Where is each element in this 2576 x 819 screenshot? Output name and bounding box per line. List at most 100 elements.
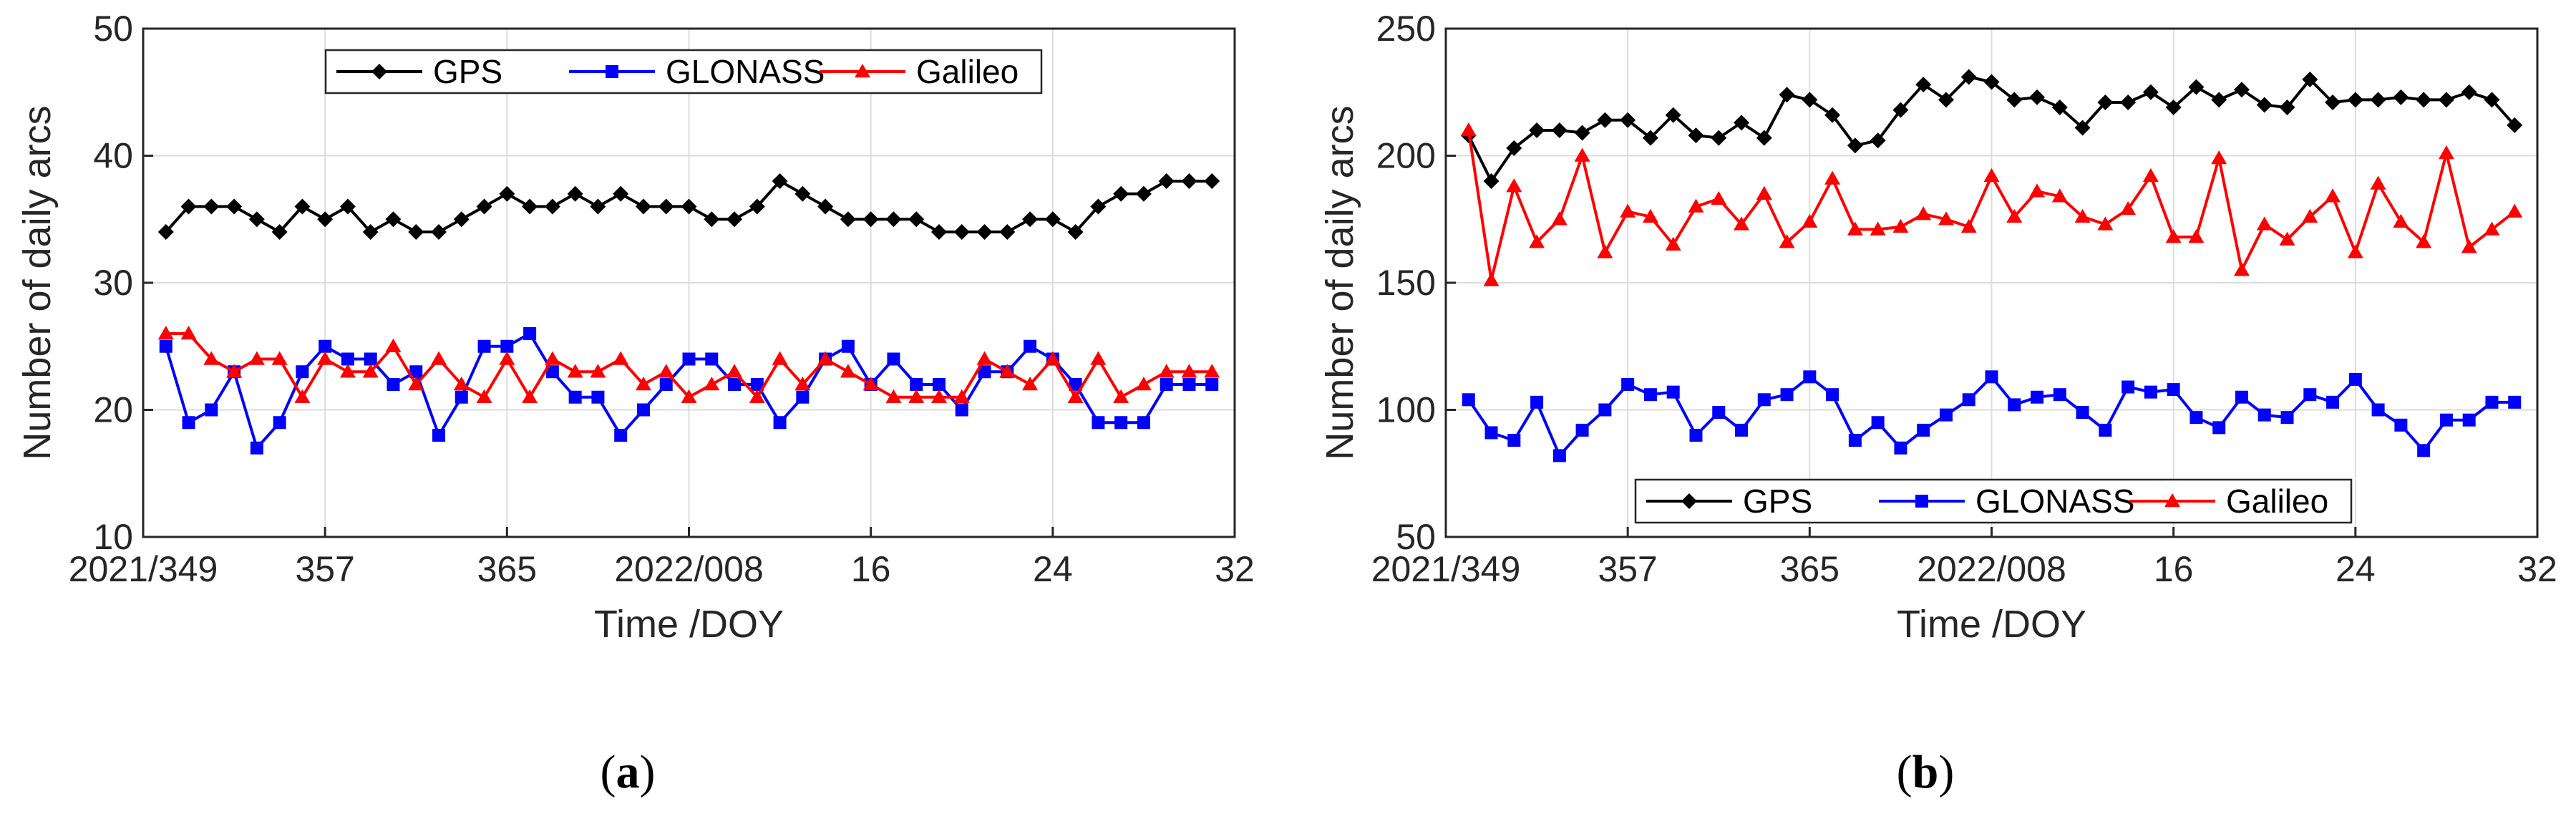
legend-marker-gps bbox=[371, 64, 387, 79]
data-point-galileo bbox=[1870, 221, 1886, 236]
data-point-galileo bbox=[1551, 211, 1568, 226]
data-point-glonass bbox=[387, 378, 400, 391]
data-point-glonass bbox=[1069, 378, 1082, 391]
data-point-gps bbox=[408, 224, 424, 240]
data-point-glonass bbox=[1182, 378, 1196, 391]
data-point-gps bbox=[385, 211, 402, 228]
data-point-galileo bbox=[1574, 147, 1590, 162]
data-point-gps bbox=[2438, 92, 2454, 108]
y-tick-label: 20 bbox=[93, 390, 133, 430]
panel-label-a-letter: a bbox=[616, 746, 640, 798]
data-point-glonass bbox=[1757, 393, 1771, 407]
data-point-glonass bbox=[273, 416, 286, 430]
data-point-gps bbox=[499, 185, 515, 202]
data-point-gps bbox=[317, 211, 334, 228]
data-point-gps bbox=[203, 198, 220, 215]
data-point-galileo bbox=[999, 364, 1016, 378]
data-point-galileo bbox=[1529, 234, 1545, 248]
data-point-glonass bbox=[1826, 388, 1839, 402]
data-point-galileo bbox=[1688, 198, 1704, 213]
data-point-glonass bbox=[1803, 370, 1817, 384]
data-point-gps bbox=[2051, 100, 2068, 116]
data-point-glonass bbox=[728, 378, 742, 391]
data-point-gps bbox=[1204, 173, 1220, 189]
data-point-glonass bbox=[1689, 429, 1703, 442]
x-tick-label: 357 bbox=[1598, 549, 1657, 589]
data-point-galileo bbox=[590, 364, 606, 378]
data-point-galileo bbox=[2142, 168, 2159, 183]
data-point-gps bbox=[522, 198, 538, 215]
data-point-glonass bbox=[614, 429, 628, 442]
data-point-gps bbox=[2484, 92, 2500, 108]
panel-label-b-letter: b bbox=[1912, 746, 1939, 798]
data-point-glonass bbox=[2076, 406, 2089, 420]
data-point-gps bbox=[2370, 92, 2386, 108]
data-point-gps bbox=[362, 224, 379, 240]
x-tick-label: 2021/349 bbox=[1371, 549, 1521, 589]
chart-panel-a: 2021/349 357 365 2022/008 16 24 32 10 20 30 40 50 T… bbox=[16, 9, 1255, 798]
data-point-galileo bbox=[453, 377, 470, 391]
data-point-galileo bbox=[704, 377, 720, 391]
data-point-galileo bbox=[794, 377, 811, 391]
x-tick-label: 2021/349 bbox=[69, 549, 218, 589]
data-point-glonass bbox=[1137, 416, 1150, 430]
data-point-glonass bbox=[2144, 385, 2157, 399]
data-point-gps bbox=[2393, 89, 2409, 105]
legend-marker-gps bbox=[1681, 493, 1697, 509]
data-point-galileo bbox=[2393, 213, 2409, 228]
data-point-glonass bbox=[1643, 388, 1657, 402]
data-point-gps bbox=[1551, 122, 1568, 138]
data-point-glonass bbox=[2008, 398, 2021, 412]
data-point-gps bbox=[681, 198, 697, 215]
data-point-glonass bbox=[2053, 388, 2066, 402]
data-point-gps bbox=[908, 211, 925, 228]
data-point-gps bbox=[794, 185, 811, 202]
data-point-gps bbox=[1938, 92, 1954, 108]
data-point-glonass bbox=[500, 339, 514, 353]
legend-entry-gps: GPS bbox=[1646, 483, 1812, 520]
data-point-glonass bbox=[1735, 423, 1749, 437]
data-point-galileo bbox=[544, 351, 560, 365]
legend-marker-glonass bbox=[606, 65, 618, 78]
legend-label-galileo: Galileo bbox=[916, 53, 1019, 90]
data-point-gps bbox=[1711, 130, 1727, 146]
data-point-gps bbox=[749, 198, 765, 215]
data-point-galileo bbox=[2188, 229, 2205, 243]
data-point-galileo bbox=[1824, 170, 1841, 185]
data-point-glonass bbox=[659, 378, 673, 391]
data-point-galileo bbox=[908, 389, 925, 403]
data-point-galileo bbox=[930, 389, 947, 403]
data-point-gps bbox=[817, 198, 834, 215]
data-point-glonass bbox=[1871, 416, 1885, 430]
data-point-galileo bbox=[203, 351, 220, 365]
data-point-gps bbox=[1574, 125, 1590, 141]
data-point-glonass bbox=[636, 403, 650, 417]
data-point-galileo bbox=[1938, 211, 1954, 226]
data-point-gps bbox=[1688, 127, 1704, 144]
data-point-galileo bbox=[180, 326, 197, 340]
data-point-glonass bbox=[2235, 390, 2248, 404]
data-point-glonass bbox=[568, 390, 582, 404]
data-point-glonass bbox=[545, 365, 559, 379]
data-point-glonass bbox=[523, 327, 537, 340]
data-point-gps bbox=[635, 198, 651, 215]
y-axis-title: Number of daily arcs bbox=[16, 105, 59, 460]
data-point-galileo bbox=[1620, 203, 1636, 218]
data-point-galileo bbox=[2120, 201, 2137, 215]
panel-label-a: (a) bbox=[601, 746, 656, 798]
data-point-gps bbox=[590, 198, 606, 215]
data-point-galileo bbox=[1779, 234, 1795, 248]
data-point-gps bbox=[544, 198, 560, 215]
data-point-galileo bbox=[157, 326, 174, 340]
data-point-glonass bbox=[1598, 403, 1612, 417]
data-point-glonass bbox=[341, 352, 354, 366]
data-point-glonass bbox=[1205, 378, 1219, 391]
data-point-gps bbox=[1915, 77, 1932, 93]
tick-labels: 2021/349 357 365 2022/008 16 24 32 10 20 30 40 50 bbox=[69, 9, 1255, 589]
data-point-gps bbox=[339, 198, 356, 215]
data-point-galileo bbox=[953, 389, 970, 403]
data-point-galileo bbox=[2211, 150, 2227, 165]
data-point-gps bbox=[1597, 112, 1613, 128]
data-point-glonass bbox=[409, 365, 423, 379]
